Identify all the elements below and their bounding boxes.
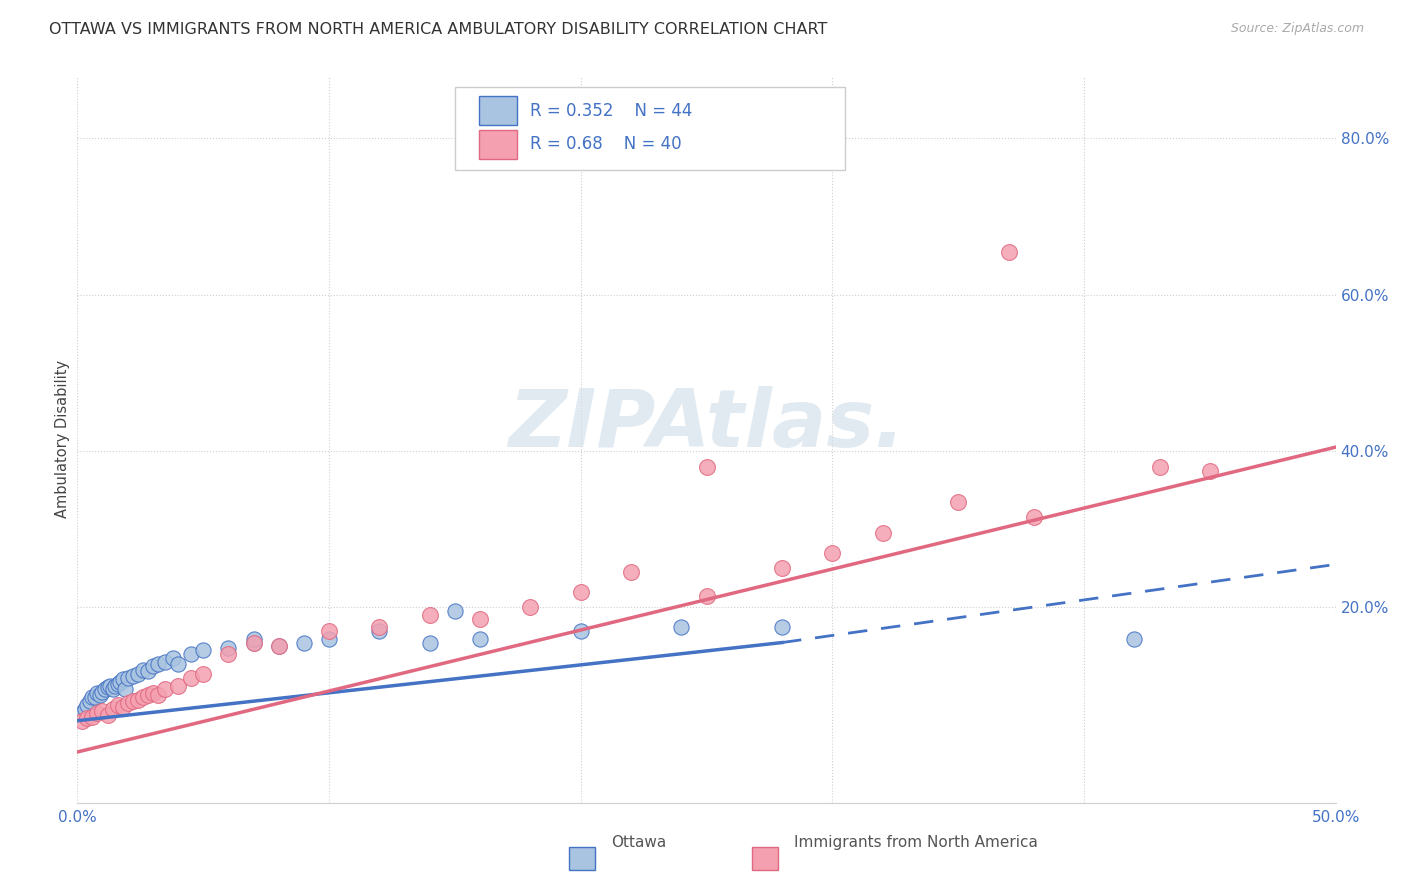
Text: Source: ZipAtlas.com: Source: ZipAtlas.com [1230,22,1364,36]
Point [104,679,127,693]
Point [770,561,793,575]
Point [84,690,107,705]
Text: OTTAWA VS IMMIGRANTS FROM NORTH AMERICA AMBULATORY DISABILITY CORRELATION CHART: OTTAWA VS IMMIGRANTS FROM NORTH AMERICA … [49,22,828,37]
Text: R = 0.68    N = 40: R = 0.68 N = 40 [530,136,682,153]
Point [132,663,155,677]
Point [1022,510,1045,524]
Point [569,584,592,599]
Point [73,702,96,716]
Point [318,624,340,638]
Point [89,688,111,702]
Point [91,704,114,718]
Point [519,600,541,615]
Point [242,635,264,649]
Point [108,674,131,689]
Point [267,640,290,654]
FancyBboxPatch shape [479,96,516,125]
Point [142,659,165,673]
Point [101,682,124,697]
Point [79,694,101,708]
Point [191,666,215,681]
Point [82,710,104,724]
Point [242,635,264,649]
Point [155,682,177,697]
Point [444,604,467,618]
Point [180,671,202,685]
Point [368,624,391,638]
Point [146,688,169,702]
Point [107,677,129,691]
Point [569,624,592,638]
Point [132,690,155,705]
Point [121,669,143,683]
Point [114,682,136,697]
FancyBboxPatch shape [479,129,516,159]
Point [86,706,108,720]
Point [72,706,94,720]
Point [821,546,844,560]
Point [136,688,159,702]
Point [872,526,894,541]
Point [82,690,104,705]
Point [96,708,118,723]
Point [91,685,114,699]
Point [86,686,108,700]
Point [267,640,290,654]
Point [468,632,491,646]
Point [191,643,215,657]
Point [696,589,718,603]
Point [1199,464,1222,478]
Point [419,608,441,623]
Point [468,612,491,626]
Point [107,698,129,712]
Point [142,686,165,700]
Point [671,620,693,634]
Point [948,495,970,509]
Point [111,673,134,687]
Text: Immigrants from North America: Immigrants from North America [794,836,1038,850]
FancyBboxPatch shape [456,87,845,170]
Point [217,647,239,661]
Point [368,620,391,634]
Point [770,620,793,634]
Point [76,698,98,712]
Point [155,655,177,669]
Point [127,666,149,681]
Point [167,657,190,671]
Point [419,635,441,649]
Y-axis label: Ambulatory Disability: Ambulatory Disability [55,360,70,518]
Point [117,696,139,710]
Point [146,657,169,671]
Point [76,711,98,725]
Point [117,671,139,685]
Point [136,665,159,679]
Text: Ottawa: Ottawa [612,836,666,850]
Point [98,679,121,693]
Point [162,651,184,665]
Point [101,702,124,716]
Point [997,244,1019,259]
Point [121,694,143,708]
Point [217,640,239,655]
Point [318,632,340,646]
Text: R = 0.352    N = 44: R = 0.352 N = 44 [530,102,693,120]
Point [111,700,134,714]
Point [292,635,315,649]
Point [242,632,264,646]
Point [620,565,643,579]
Point [167,679,190,693]
Point [1149,459,1171,474]
Point [94,682,117,697]
Text: ZIPAtlas.: ZIPAtlas. [508,385,905,464]
Point [96,680,118,694]
Point [127,692,149,706]
Point [696,459,718,474]
Point [180,647,202,661]
Point [72,714,94,728]
Point [1123,632,1146,646]
